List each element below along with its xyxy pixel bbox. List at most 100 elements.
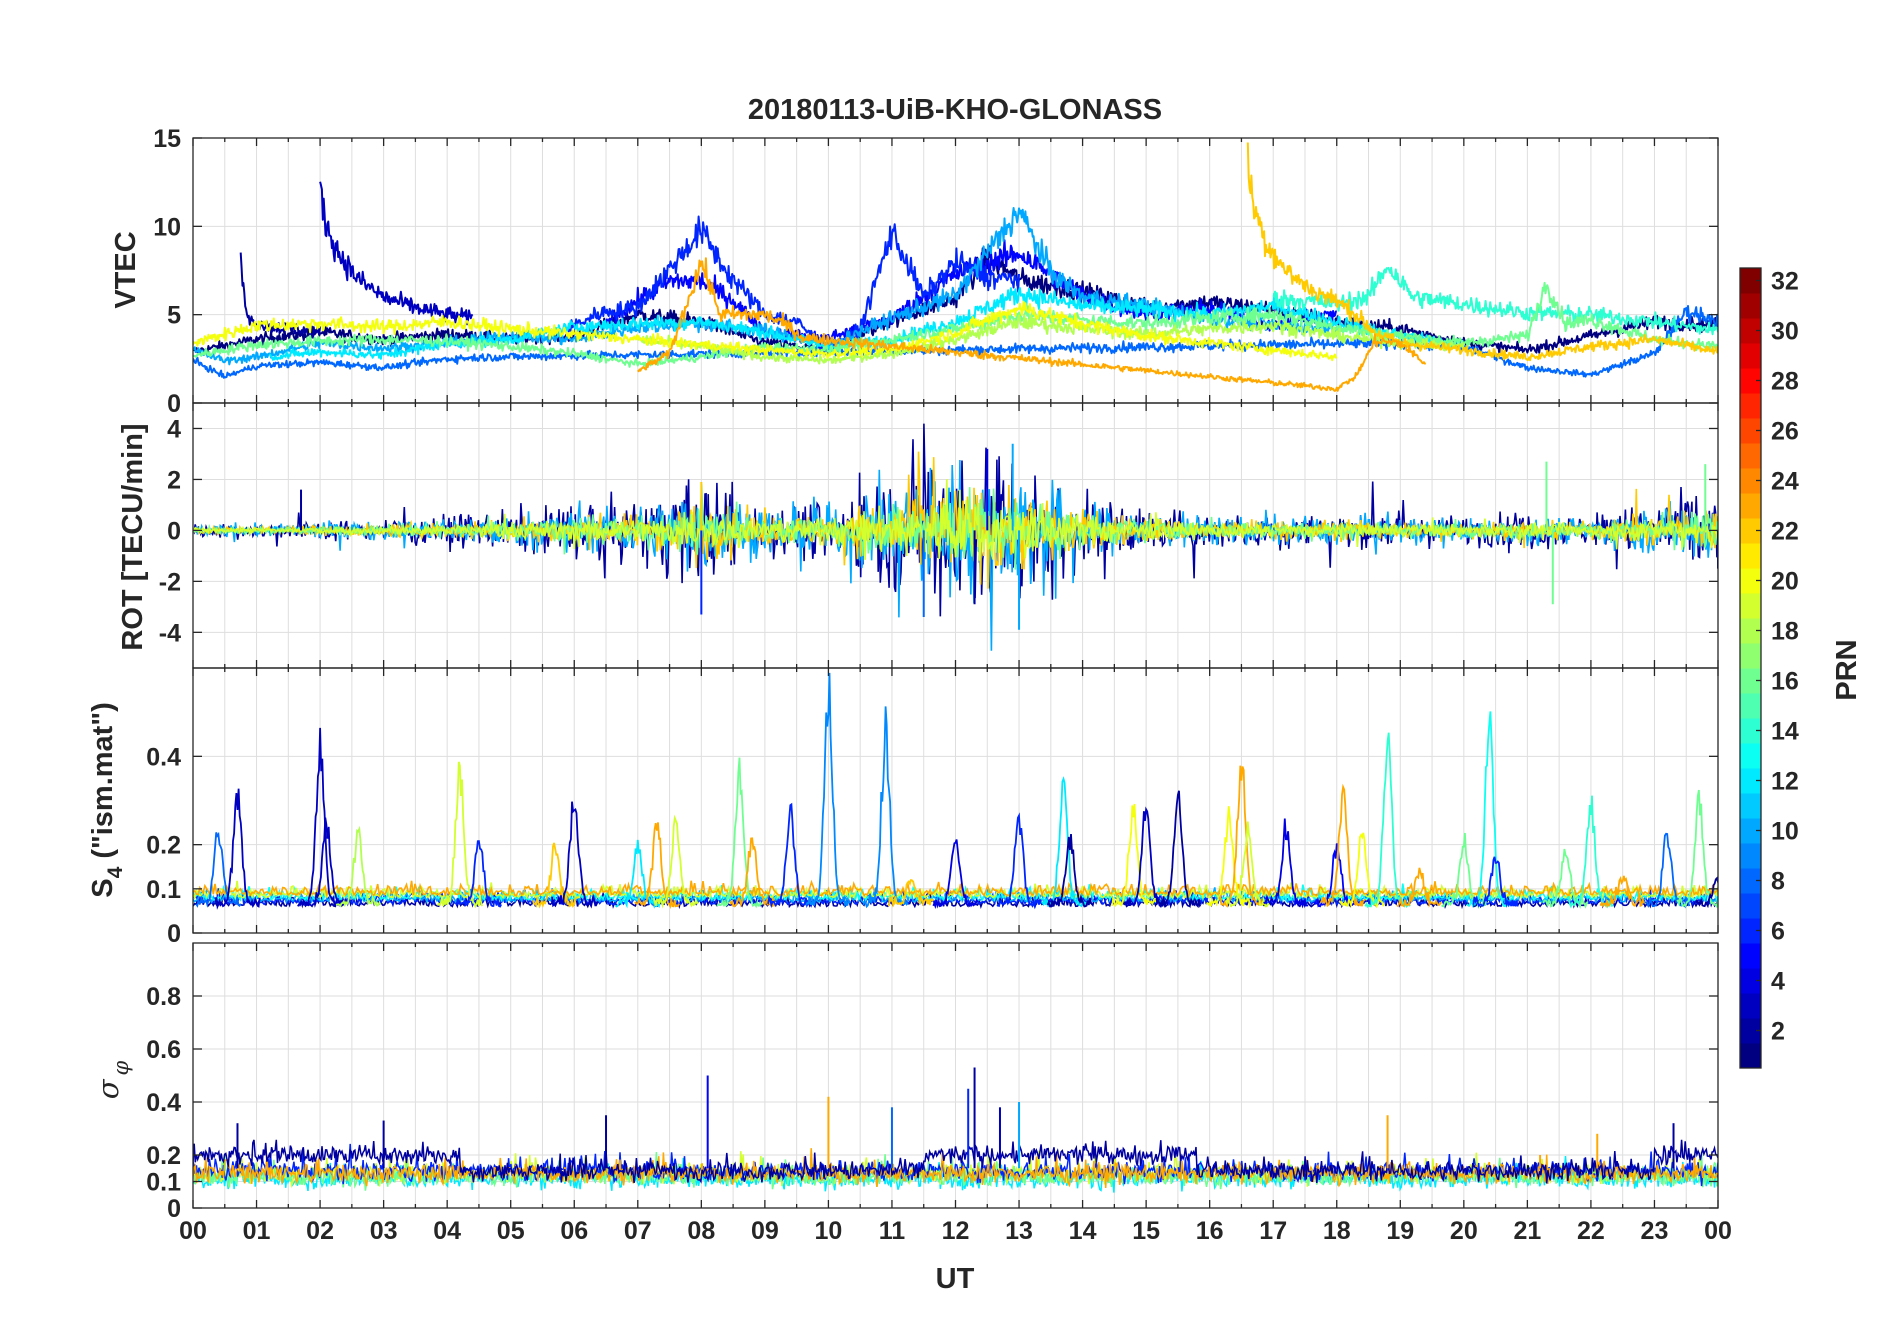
colorbar-cell bbox=[1740, 293, 1761, 319]
colorbar-cell bbox=[1740, 1018, 1761, 1044]
s4-event bbox=[652, 814, 699, 909]
y-tick-label: 0 bbox=[167, 920, 181, 948]
s4-event bbox=[1599, 875, 1646, 909]
x-tick-label: 08 bbox=[687, 1217, 715, 1245]
s4-event bbox=[195, 831, 242, 908]
y-tick-label: 0.4 bbox=[146, 1089, 181, 1117]
colorbar-cell bbox=[1740, 493, 1761, 519]
x-tick-label: 00 bbox=[1704, 1217, 1732, 1245]
rot-ylabel: ROT [TECU/min] bbox=[117, 423, 149, 650]
plot-frame bbox=[192, 942, 1719, 1209]
colorbar-tick-label: 28 bbox=[1771, 368, 1799, 396]
y-tick-label: 0.1 bbox=[146, 876, 181, 904]
colorbar-cell bbox=[1740, 618, 1761, 644]
s4-event bbox=[932, 839, 979, 910]
colorbar-label: PRN bbox=[1831, 639, 1863, 700]
s4-ylabel: S4 ("ism.mat") bbox=[87, 702, 127, 898]
x-tick-label: 21 bbox=[1513, 1217, 1541, 1245]
y-tick-label: 0.2 bbox=[146, 1142, 181, 1170]
x-tick-label: 06 bbox=[560, 1217, 588, 1245]
sigma-ylabel-sub: φ bbox=[109, 1060, 133, 1075]
colorbar-cell bbox=[1740, 443, 1761, 469]
colorbar-cell bbox=[1740, 418, 1761, 444]
s4-event bbox=[1339, 832, 1386, 909]
colorbar-tick-label: 30 bbox=[1771, 318, 1799, 346]
colorbar-tick-label: 22 bbox=[1771, 518, 1799, 546]
x-tick-label: 16 bbox=[1196, 1217, 1224, 1245]
x-tick-label: 05 bbox=[497, 1217, 525, 1245]
x-tick-label: 00 bbox=[179, 1217, 207, 1245]
colorbar-tick-label: 20 bbox=[1771, 568, 1799, 596]
s4-event bbox=[214, 788, 261, 910]
panel-vtec: 0 5 10 15 VTEC bbox=[110, 125, 1719, 418]
colorbar-cell bbox=[1740, 518, 1761, 544]
colorbar-cell bbox=[1740, 993, 1761, 1019]
x-tick-label: 07 bbox=[624, 1217, 652, 1245]
s4-event bbox=[1206, 806, 1252, 909]
colorbar-cell bbox=[1740, 1043, 1761, 1069]
s4-event bbox=[1111, 803, 1157, 908]
y-tick-label: 0.2 bbox=[146, 832, 181, 860]
colorbar-cell bbox=[1740, 918, 1761, 944]
x-tick-label: 13 bbox=[1005, 1217, 1033, 1245]
vtec-series-prn-3 bbox=[319, 181, 474, 326]
y-tick-label: 0.4 bbox=[146, 743, 181, 771]
s4-event bbox=[634, 822, 680, 909]
colorbar-tick-label: 2 bbox=[1771, 1018, 1785, 1046]
x-axis: 00 01 02 03 04 05 06 07 08 09 10 11 12 13 14 15 16 17 18 19… bbox=[179, 1217, 1732, 1245]
s4-event bbox=[1155, 790, 1201, 909]
x-tick-label: 10 bbox=[815, 1217, 843, 1245]
y-tick-label: 2 bbox=[167, 466, 181, 494]
x-tick-label: 09 bbox=[751, 1217, 779, 1245]
colorbar-tick-label: 14 bbox=[1771, 718, 1799, 746]
colorbar-cell bbox=[1740, 768, 1761, 794]
panel-s4: 0 0.1 0.2 0.4 S4 ("ism.mat") bbox=[87, 667, 1719, 948]
colorbar-tick-label: 12 bbox=[1771, 768, 1799, 796]
colorbar-tick-label: 18 bbox=[1771, 618, 1799, 646]
s4-event bbox=[996, 812, 1043, 910]
s4-event bbox=[1472, 856, 1519, 908]
s4-event bbox=[729, 837, 776, 908]
panel-sigma-phi: 00.10.2 0.4 0.6 0.8 σφ bbox=[91, 942, 1719, 1223]
colorbar-cell bbox=[1740, 893, 1761, 919]
x-tick-label: 15 bbox=[1132, 1217, 1160, 1245]
colorbar-cell bbox=[1740, 343, 1761, 369]
x-tick-label: 04 bbox=[433, 1217, 461, 1245]
colorbar-cell bbox=[1740, 468, 1761, 494]
x-tick-label: 17 bbox=[1259, 1217, 1287, 1245]
s4-event bbox=[436, 761, 483, 909]
colorbar-cell bbox=[1740, 718, 1761, 744]
panel-rot: -4 -2 0 2 4 ROT [TECU/min] bbox=[117, 402, 1719, 669]
y-tick-label: 15 bbox=[153, 125, 181, 153]
s4-event bbox=[1263, 818, 1309, 909]
y-tick-label: 0 bbox=[167, 517, 181, 545]
s4-event bbox=[862, 706, 909, 909]
vtec-series-prn-20 bbox=[193, 300, 1338, 362]
plot-frame bbox=[192, 667, 1719, 934]
s4-event bbox=[455, 840, 502, 908]
x-axis-label: UT bbox=[936, 1263, 975, 1295]
colorbar-tick-label: 32 bbox=[1771, 268, 1799, 296]
colorbar-cell bbox=[1740, 368, 1761, 394]
s4-event bbox=[1046, 833, 1093, 908]
x-tick-label: 03 bbox=[370, 1217, 398, 1245]
s4-event bbox=[551, 801, 598, 908]
x-tick-label: 02 bbox=[306, 1217, 334, 1245]
sigma-series-prn-2 bbox=[193, 1139, 1718, 1184]
x-tick-label: 20 bbox=[1450, 1217, 1478, 1245]
vtec-series-prn-6 bbox=[566, 215, 1020, 356]
s4-series-prn-23 bbox=[193, 879, 1718, 899]
s4-event bbox=[716, 757, 763, 909]
s4-event bbox=[335, 825, 382, 908]
rot-series-prn-19 bbox=[193, 479, 1718, 562]
colorbar-tick-label: 6 bbox=[1771, 918, 1785, 946]
s4-event bbox=[1364, 732, 1411, 909]
x-tick-label: 23 bbox=[1641, 1217, 1669, 1245]
colorbar-cell bbox=[1740, 943, 1761, 969]
colorbar-cell bbox=[1740, 693, 1761, 719]
colorbar-tick-label: 26 bbox=[1771, 418, 1799, 446]
colorbar-cell bbox=[1740, 543, 1761, 569]
vtec-ylabel: VTEC bbox=[110, 231, 142, 308]
sigma-ylabel-main: σ bbox=[91, 1078, 125, 1099]
